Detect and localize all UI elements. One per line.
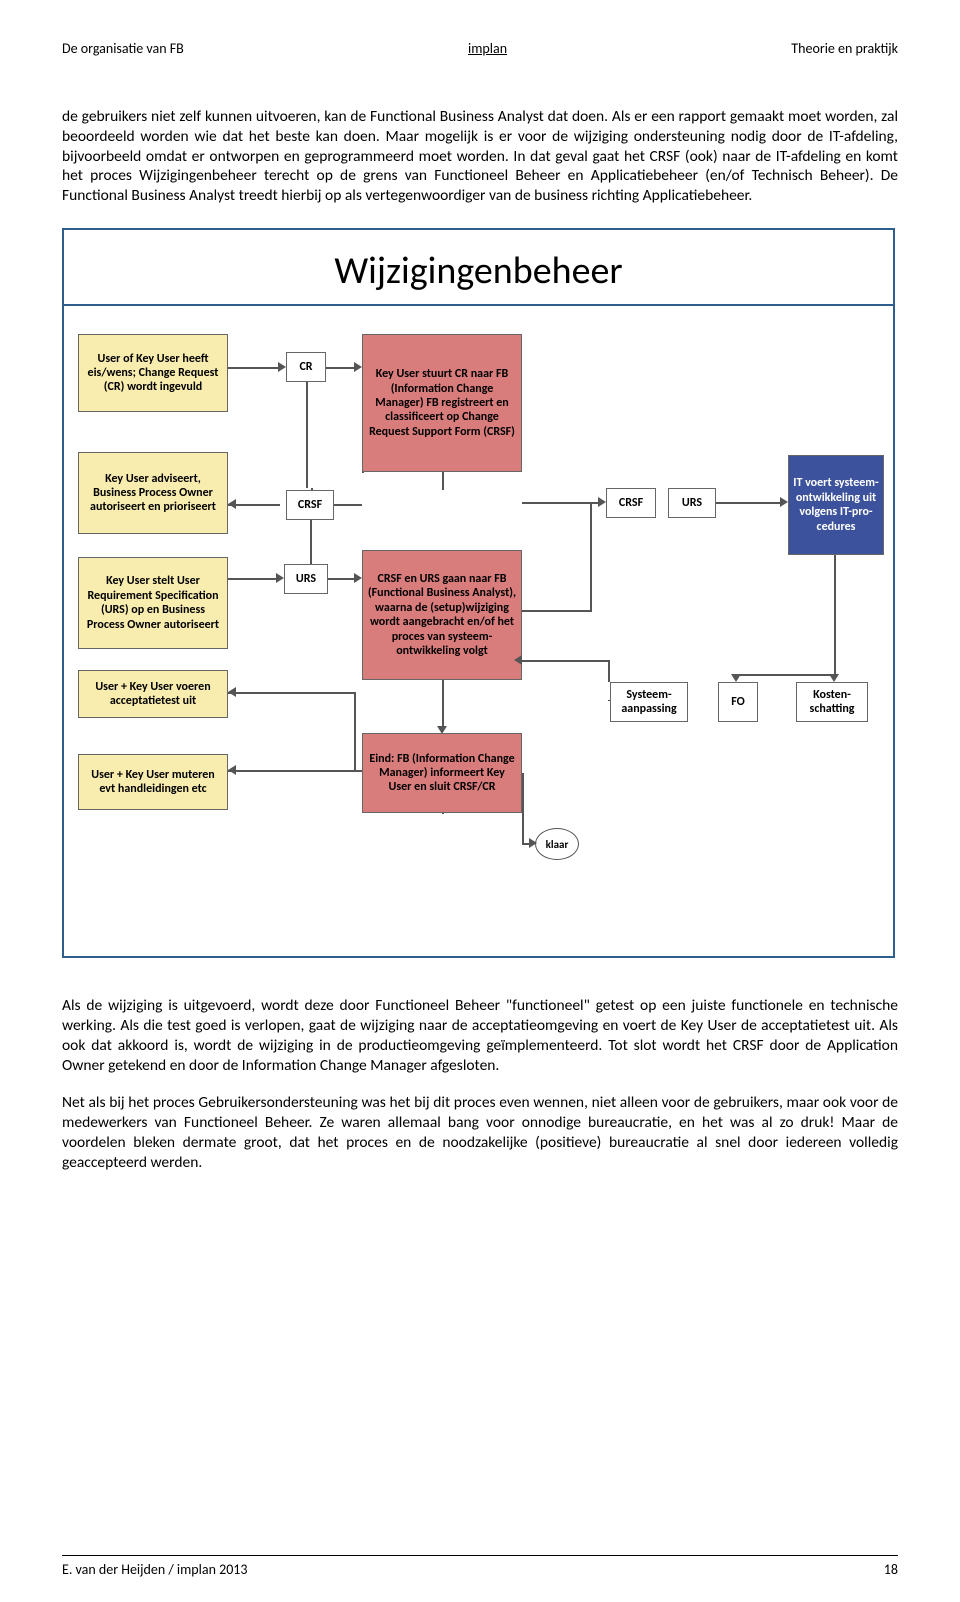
- header-left: De organisatie van FB: [62, 40, 184, 57]
- footer-pagenum: 18: [884, 1561, 898, 1578]
- node-klaar: klaar: [535, 828, 579, 860]
- node-systeemaanp: Systeem-aanpassing: [610, 682, 688, 722]
- page-footer: E. van der Heijden / implan 2013 18: [62, 1561, 898, 1578]
- node-crsf-label2: CRSF: [606, 488, 656, 518]
- node-user-cr: User of Key User heeft eis/wens; Change …: [78, 334, 228, 412]
- node-urs: Key User stelt User Requirement Specific…: [78, 557, 228, 649]
- node-mutate: User + Key User muteren evt handleidinge…: [78, 754, 228, 810]
- node-cr-label: CR: [286, 352, 326, 382]
- page-header: De organisatie van FB implan Theorie en …: [62, 40, 898, 57]
- paragraph-2: Als de wijziging is uitgevoerd, wordt de…: [62, 996, 898, 1075]
- footer-rule: [62, 1555, 898, 1556]
- node-it: IT voert systeem-ontwikkeling uit volgen…: [788, 455, 884, 555]
- paragraph-1: de gebruikers niet zelf kunnen uitvoeren…: [62, 107, 898, 206]
- header-right: Theorie en praktijk: [791, 40, 898, 57]
- node-accepttest: User + Key User voeren acceptatietest ui…: [78, 670, 228, 718]
- footer-left: E. van der Heijden / implan 2013: [62, 1561, 248, 1578]
- node-fo: FO: [718, 682, 758, 722]
- node-kosten: Kosten-schatting: [796, 682, 868, 722]
- node-fb-analyst: CRSF en URS gaan naar FB (Functional Bus…: [362, 550, 522, 680]
- paragraph-3: Net als bij het proces Gebruikersonderst…: [62, 1093, 898, 1172]
- node-urs-label2: URS: [668, 488, 716, 518]
- node-crsf-label1: CRSF: [286, 490, 334, 520]
- node-urs-label1: URS: [284, 564, 328, 594]
- node-fb-close: Eind: FB (Information Change Manager) in…: [362, 733, 522, 813]
- node-keyuser-adv: Key User adviseert, Business Process Own…: [78, 452, 228, 534]
- node-fb-register: Key User stuurt CR naar FB (Information …: [362, 334, 522, 472]
- flowchart-wijzigingenbeheer: Wijzigingenbeheer User of Key User heeft…: [62, 228, 895, 958]
- header-center: implan: [468, 40, 507, 57]
- flowchart-title: Wijzigingenbeheer: [64, 230, 893, 306]
